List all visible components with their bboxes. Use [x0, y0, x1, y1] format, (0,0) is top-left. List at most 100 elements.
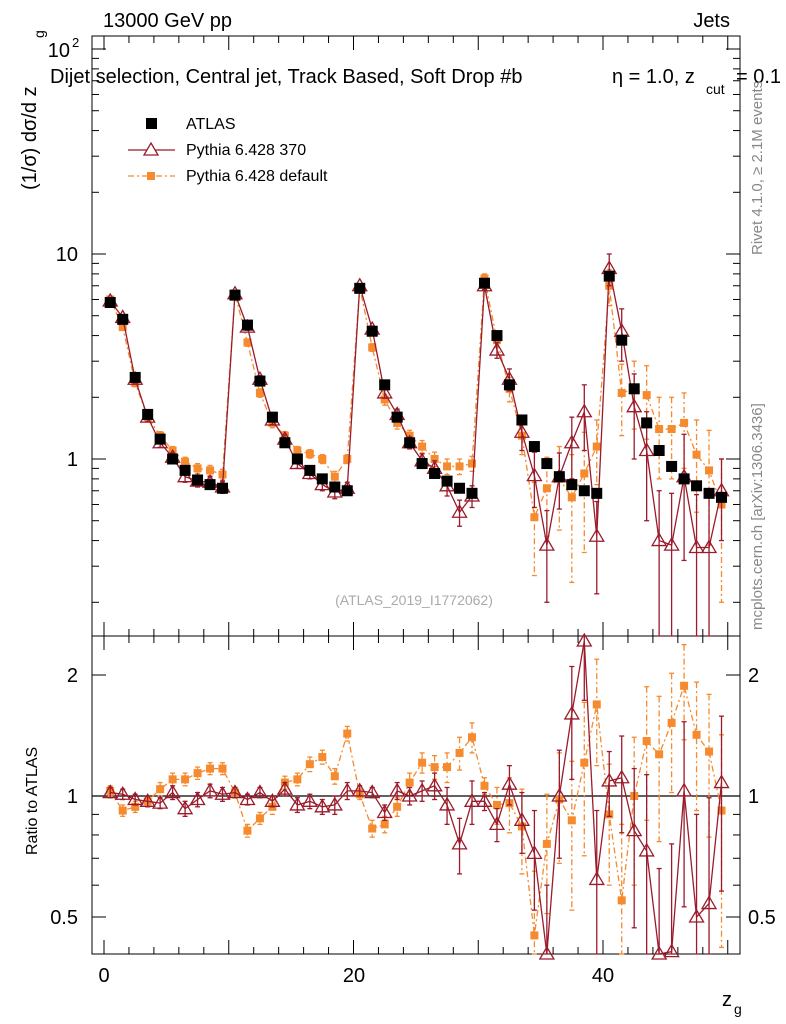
ratio-point-default [181, 775, 190, 784]
main-point-370 [513, 423, 531, 438]
main-point-atlas [391, 411, 403, 423]
ratio-point-370 [438, 796, 456, 811]
ratio-point-370 [301, 793, 318, 807]
main-point-370 [451, 503, 468, 518]
ratio-point-default [168, 775, 177, 784]
legend-marker-370 [142, 141, 160, 156]
main-point-atlas [429, 467, 441, 479]
ratio-point-370 [339, 782, 356, 797]
ratio-point-370 [401, 787, 418, 802]
ratio-point-default [443, 763, 452, 772]
main-point-default [667, 425, 676, 434]
ratio-point-370 [189, 791, 206, 806]
main-point-default [692, 450, 701, 459]
main-point-atlas [192, 474, 204, 486]
ratio-point-default [156, 785, 165, 794]
ratio-point-370 [201, 782, 219, 797]
main-point-default [368, 343, 377, 352]
main-point-atlas [466, 487, 478, 499]
main-point-default [617, 388, 626, 397]
main-point-default [705, 466, 714, 475]
main-point-default [330, 472, 339, 481]
ratio-point-370 [164, 784, 181, 799]
main-point-atlas [528, 441, 540, 453]
ratio-point-370 [139, 793, 156, 807]
ratio-point-370 [700, 895, 718, 910]
main-point-atlas [616, 334, 628, 346]
main-point-atlas [703, 487, 715, 499]
plot-title-tail: = 0.1 [736, 66, 781, 88]
ratio-point-default [480, 781, 489, 790]
main-point-atlas [691, 480, 703, 492]
main-point-atlas [329, 481, 341, 493]
ratio-point-370 [114, 785, 131, 800]
ratio-point-default [592, 700, 601, 709]
energy-label: 13000 GeV pp [103, 10, 232, 32]
axis-ticks [92, 36, 740, 954]
plot-title-sub: cut [706, 81, 725, 97]
main-point-atlas [217, 482, 229, 494]
ratio-point-default [617, 896, 626, 905]
main-point-atlas [366, 325, 378, 337]
analysis-watermark: (ATLAS_2019_I1772062) [335, 592, 493, 608]
main-ylabel: (1/σ) dσ/d z [19, 86, 41, 190]
ratio-panel-frame [91, 635, 741, 955]
ratio-point-370 [563, 705, 580, 720]
main-point-default [655, 425, 664, 434]
xtick-0: 0 [98, 965, 109, 987]
main-point-370 [488, 341, 506, 356]
main-point-atlas [341, 485, 353, 497]
ratio-point-default [567, 816, 576, 825]
main-point-atlas [179, 464, 191, 476]
ratio-point-default [118, 806, 127, 815]
main-point-atlas [167, 453, 179, 465]
ratio-point-370 [713, 774, 730, 789]
main-ylabel-sub: g [31, 30, 47, 38]
main-point-370 [626, 398, 643, 413]
main-point-default [530, 513, 539, 522]
category-label: Jets [693, 10, 730, 32]
ratio-line-370 [110, 640, 723, 955]
ratio-point-default [692, 730, 701, 739]
ratio-point-default [218, 764, 227, 773]
main-point-370 [688, 539, 705, 554]
ratio-ytick-0.5-right: 0.5 [748, 907, 776, 929]
ratio-point-default [206, 764, 215, 773]
ratio-point-default [305, 760, 314, 769]
main-point-370 [588, 527, 605, 542]
ratio-point-370 [588, 871, 605, 886]
ratio-point-370 [127, 791, 144, 806]
main-point-default [642, 391, 651, 400]
main-point-atlas [491, 330, 503, 342]
ratio-point-370 [601, 772, 618, 787]
legend-label-default: Pythia 6.428 default [186, 168, 328, 185]
main-point-default [443, 462, 452, 471]
ratio-point-default [243, 826, 252, 835]
main-point-atlas [204, 479, 216, 491]
main-point-atlas [591, 487, 603, 499]
main-point-atlas [404, 437, 416, 449]
main-point-default [430, 455, 439, 463]
main-ytick-1: 1 [67, 449, 78, 471]
ratio-point-default [642, 737, 651, 746]
main-point-atlas [603, 270, 615, 282]
ratio-point-370 [264, 793, 281, 807]
main-point-atlas [478, 277, 490, 289]
ratio-point-default [680, 681, 689, 690]
plot-title: Dijet selection, Central jet, Track Base… [50, 66, 522, 88]
main-point-370 [526, 467, 543, 482]
main-point-atlas [678, 473, 690, 485]
ratio-point-370 [251, 784, 269, 799]
ratio-point-370 [476, 793, 493, 807]
ratio-point-370 [613, 769, 630, 784]
xlabel-sub: g [734, 1001, 742, 1017]
ratio-point-370 [551, 787, 568, 802]
main-point-default [255, 388, 264, 397]
main-point-atlas [454, 482, 466, 494]
ratio-point-default [380, 820, 389, 829]
main-point-atlas [129, 371, 141, 383]
xtick-40: 40 [592, 965, 614, 987]
ratio-point-370 [176, 800, 194, 815]
main-point-default [468, 459, 477, 468]
